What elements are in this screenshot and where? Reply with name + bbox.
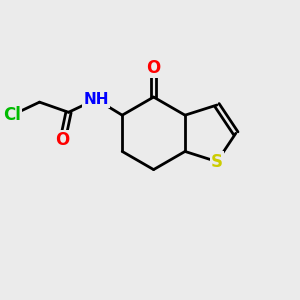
Text: O: O [146, 59, 161, 77]
Text: NH: NH [83, 92, 109, 107]
Text: S: S [211, 153, 223, 171]
Text: Cl: Cl [3, 106, 21, 124]
Text: O: O [56, 131, 70, 149]
